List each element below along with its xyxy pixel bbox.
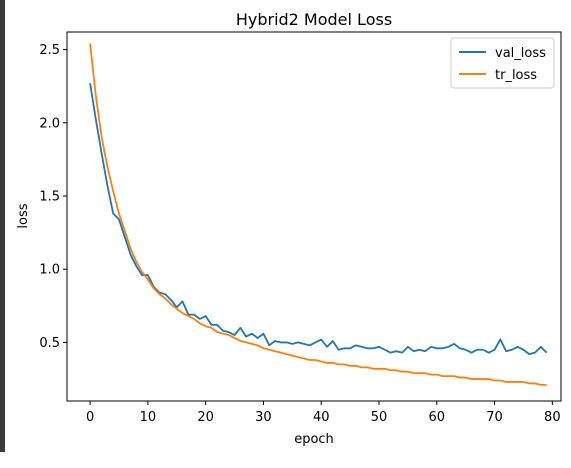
legend-box [450, 37, 555, 89]
y-tick-label: 0.5 [39, 336, 60, 351]
legend-label-tr-loss: tr_loss [495, 68, 537, 83]
plot-series [89, 43, 548, 386]
x-tick-label: 40 [313, 410, 330, 425]
y-tick-label: 1.5 [39, 190, 60, 205]
x-tick-label: 50 [371, 410, 388, 425]
bottom-margin [0, 452, 571, 468]
x-tick-label: 20 [197, 410, 214, 425]
x-tick-label: 10 [140, 410, 157, 425]
y-tick-label: 2.5 [39, 43, 60, 58]
x-axis-label: epoch [294, 432, 334, 447]
loss-chart: Hybrid2 Model Loss 0 10 20 30 40 50 60 70 80 0.5… [16, 10, 562, 447]
y-tick-label: 2.0 [39, 116, 60, 131]
x-tick-label: 30 [255, 410, 272, 425]
y-axis-label: loss [16, 203, 31, 228]
chart-title: Hybrid2 Model Loss [236, 10, 392, 29]
window-edge [0, 0, 5, 452]
series-line-val-loss [89, 83, 548, 356]
x-axis-ticks: 0 10 20 30 40 50 60 70 80 [86, 401, 561, 425]
y-axis-ticks: 0.5 1.0 1.5 2.0 2.5 [39, 43, 67, 351]
series-line-tr-loss [89, 43, 547, 386]
x-tick-label: 70 [486, 410, 503, 425]
legend: val_loss tr_loss [450, 37, 555, 89]
x-tick-label: 60 [429, 410, 446, 425]
x-tick-label: 0 [86, 410, 94, 425]
x-tick-label: 80 [544, 410, 561, 425]
legend-label-val-loss: val_loss [495, 46, 546, 61]
axes-frame [66, 31, 562, 402]
y-tick-label: 1.0 [39, 263, 60, 278]
